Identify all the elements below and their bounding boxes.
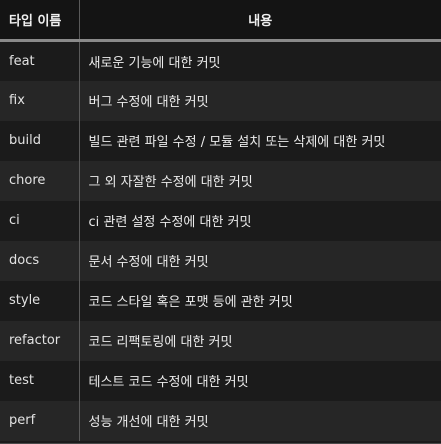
table-row: refactor 코드 리팩토링에 대한 커밋	[0, 320, 441, 361]
description-cell: 새로운 기능에 대한 커밋	[88, 55, 221, 71]
table-header: 타입 이름 내용	[0, 0, 441, 42]
column-header-description: 내용	[79, 0, 441, 42]
description-cell: 버그 수정에 대한 커밋	[88, 95, 209, 110]
type-cell: test	[0, 360, 80, 401]
header-row: 타입 이름 내용	[0, 0, 441, 42]
type-cell: ci	[0, 200, 80, 241]
table-body: feat 새로운 기능에 대한 커밋 fix 버그 수정에 대한 커밋 buil…	[0, 40, 441, 441]
type-cell: feat	[0, 40, 80, 81]
type-cell: build	[0, 120, 80, 161]
type-cell: perf	[0, 400, 80, 441]
type-cell: fix	[0, 80, 80, 121]
type-cell: docs	[0, 240, 80, 281]
description-cell: 코드 스타일 혹은 포맷 등에 관한 커밋	[88, 295, 293, 310]
type-cell: refactor	[0, 320, 80, 361]
description-cell: 그 외 자잘한 수정에 대한 커밋	[88, 175, 253, 190]
table-row: perf 성능 개선에 대한 커밋	[0, 400, 441, 441]
description-cell: ci 관련 설정 수정에 대한 커밋	[88, 215, 252, 230]
table-row: feat 새로운 기능에 대한 커밋	[0, 40, 441, 81]
description-cell: 빌드 관련 파일 수정 / 모듈 설치 또는 삭제에 대한 커밋	[88, 135, 386, 150]
table-row: build 빌드 관련 파일 수정 / 모듈 설치 또는 삭제에 대한 커밋	[0, 120, 441, 161]
table-row: docs 문서 수정에 대한 커밋	[0, 240, 441, 281]
column-header-type: 타입 이름	[0, 0, 80, 42]
description-cell: 테스트 코드 수정에 대한 커밋	[88, 375, 249, 390]
type-cell: style	[0, 280, 80, 321]
table-row: test 테스트 코드 수정에 대한 커밋	[0, 360, 441, 401]
type-cell: chore	[0, 160, 80, 201]
description-cell: 성능 개선에 대한 커밋	[88, 415, 209, 430]
description-cell: 코드 리팩토링에 대한 커밋	[88, 335, 233, 350]
table-row: chore 그 외 자잘한 수정에 대한 커밋	[0, 160, 441, 201]
description-cell: 문서 수정에 대한 커밋	[88, 255, 209, 270]
table-row: style 코드 스타일 혹은 포맷 등에 관한 커밋	[0, 280, 441, 321]
table-row: fix 버그 수정에 대한 커밋	[0, 80, 441, 121]
table-row: ci ci 관련 설정 수정에 대한 커밋	[0, 200, 441, 241]
